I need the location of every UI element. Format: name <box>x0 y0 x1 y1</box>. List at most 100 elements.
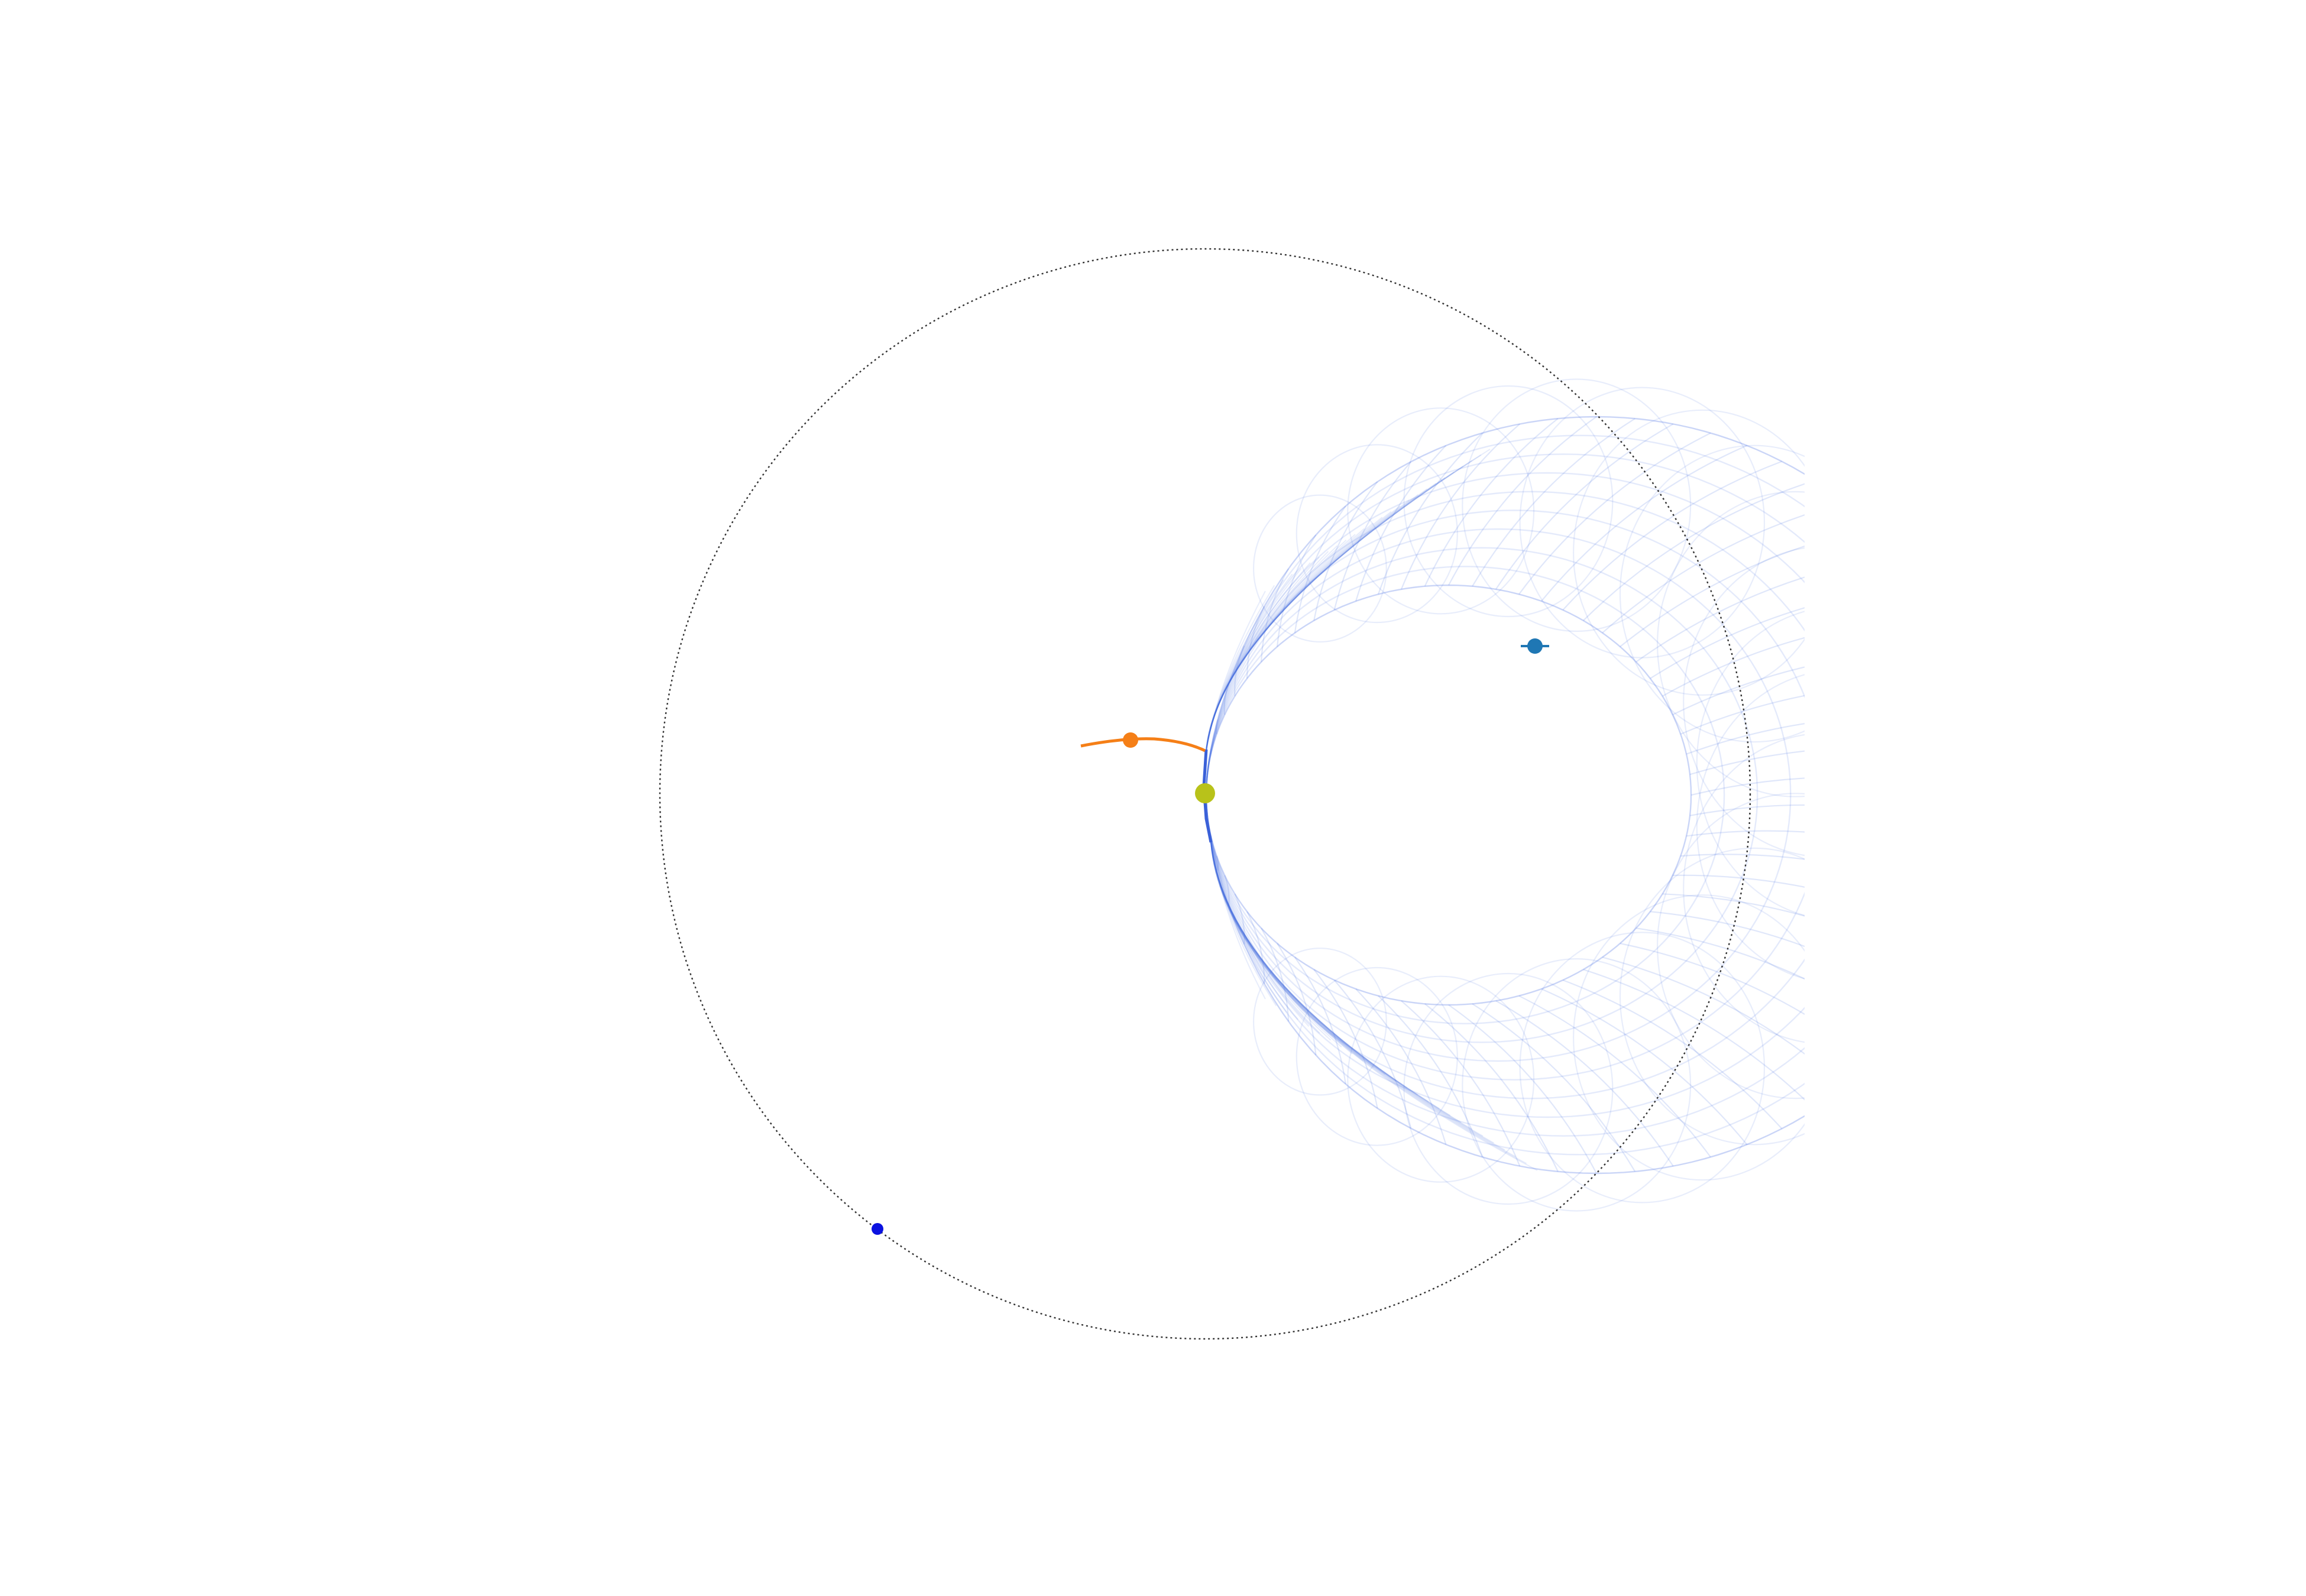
mesh-rib <box>1686 723 1805 755</box>
mesh-rib <box>1518 995 1711 1158</box>
mesh-rib <box>1210 842 1298 1020</box>
mesh-rib <box>1210 842 1407 1089</box>
mesh-loop <box>1295 444 1458 624</box>
mesh-loop <box>1403 385 1614 618</box>
mesh-rib <box>1210 842 1473 1130</box>
mesh-rib <box>1313 481 1378 621</box>
mesh-rib <box>1246 911 1265 984</box>
mesh-rib <box>1206 528 1365 751</box>
orange-trail <box>1080 737 1206 752</box>
mesh-rib <box>1206 573 1293 751</box>
mesh-rib <box>1210 842 1353 1055</box>
mesh-rib <box>1210 842 1516 1157</box>
mesh-loop <box>1252 948 1387 1096</box>
trajectory-mesh <box>1202 378 1805 1212</box>
mesh-rib <box>1294 956 1346 1085</box>
mesh-rib <box>1206 471 1455 751</box>
mesh-rib <box>1680 695 1805 735</box>
mesh-rib <box>1210 842 1451 1117</box>
mesh-rib <box>1206 499 1410 751</box>
mesh-rib <box>1602 956 1805 1055</box>
mesh-rib <box>1495 423 1674 590</box>
mesh-rib <box>1210 842 1429 1102</box>
mesh-rib <box>1206 523 1374 751</box>
mesh-loop <box>1252 494 1387 643</box>
mesh-rib <box>1400 423 1521 590</box>
mesh-rib <box>1210 842 1310 1027</box>
mesh-rib <box>1355 445 1447 602</box>
mesh-rib <box>1210 842 1288 1013</box>
mesh-rib <box>1210 842 1277 1007</box>
mesh-rib <box>1620 545 1805 647</box>
mesh-rib <box>1313 969 1378 1109</box>
mesh-rib <box>1662 893 1805 917</box>
mesh-rib <box>1689 750 1805 776</box>
mesh-rib <box>1206 551 1329 751</box>
mesh-rib <box>1206 494 1418 751</box>
mesh-rib <box>1210 842 1527 1164</box>
mesh-loop <box>1347 975 1535 1183</box>
mesh-rib <box>1333 979 1412 1129</box>
mesh-rib <box>1333 461 1412 611</box>
mesh-loop <box>1683 734 1805 1043</box>
mesh-rib <box>1206 585 1275 751</box>
mesh-loop <box>1619 847 1805 1146</box>
mesh-rib <box>1689 804 1805 816</box>
mesh-rib <box>1206 539 1347 751</box>
mesh-rib <box>1206 505 1401 751</box>
mesh-rib <box>1206 534 1356 751</box>
mesh-rib <box>1210 842 1266 1000</box>
mesh-rib <box>1206 562 1311 751</box>
mesh-rib <box>1562 979 1783 1130</box>
mesh-rib <box>1210 842 1440 1110</box>
mesh-rib <box>1216 855 1219 871</box>
mesh-loop <box>1347 407 1535 615</box>
mesh-rib <box>1472 1003 1636 1172</box>
mesh-rib <box>1261 568 1290 662</box>
mesh-rib <box>1206 517 1383 751</box>
mesh-rib <box>1448 1004 1597 1174</box>
mesh-loop <box>1519 932 1766 1204</box>
blue-body <box>872 1223 883 1235</box>
mesh-rib <box>1378 995 1484 1157</box>
mesh-rib <box>1690 777 1805 796</box>
mesh-rib <box>1206 465 1463 751</box>
mesh-loop <box>1573 894 1805 1181</box>
mesh-rib <box>1620 942 1805 1016</box>
mesh-loop <box>1295 966 1458 1146</box>
mesh-rib <box>1210 842 1538 1171</box>
mesh-rib <box>1602 514 1805 634</box>
mesh-rib <box>1206 556 1320 751</box>
mesh-loop <box>1696 674 1805 979</box>
mesh-rib <box>1277 534 1317 647</box>
mesh-rib <box>1206 477 1446 751</box>
mesh-rib <box>1206 454 1482 751</box>
mesh-rib <box>1224 875 1230 906</box>
mesh-ribs <box>1205 416 1805 1174</box>
mesh-loop <box>1519 387 1766 658</box>
mesh-loop <box>1403 972 1614 1205</box>
mesh-rib <box>1206 488 1428 751</box>
mesh-rib <box>1223 684 1230 715</box>
mesh-rib <box>1210 842 1418 1096</box>
mesh-rib <box>1518 432 1711 595</box>
mesh-rib <box>1234 645 1245 696</box>
mesh-rib <box>1210 842 1397 1082</box>
mesh-rib <box>1206 460 1473 751</box>
mesh-rib <box>1206 482 1437 751</box>
mesh-rib <box>1234 893 1245 945</box>
steel-body <box>1527 638 1543 654</box>
mesh-rib <box>1206 579 1284 751</box>
central-body <box>1195 783 1215 803</box>
mesh-rib <box>1355 988 1447 1145</box>
mesh-rib <box>1294 505 1346 633</box>
mesh-rib <box>1246 606 1265 679</box>
mesh-rib <box>1448 416 1597 586</box>
mesh-rib <box>1562 460 1782 611</box>
mesh-rib <box>1541 988 1748 1145</box>
mesh-rib <box>1206 591 1266 751</box>
mesh-rib <box>1583 969 1805 1101</box>
mesh-rib <box>1261 927 1290 1022</box>
